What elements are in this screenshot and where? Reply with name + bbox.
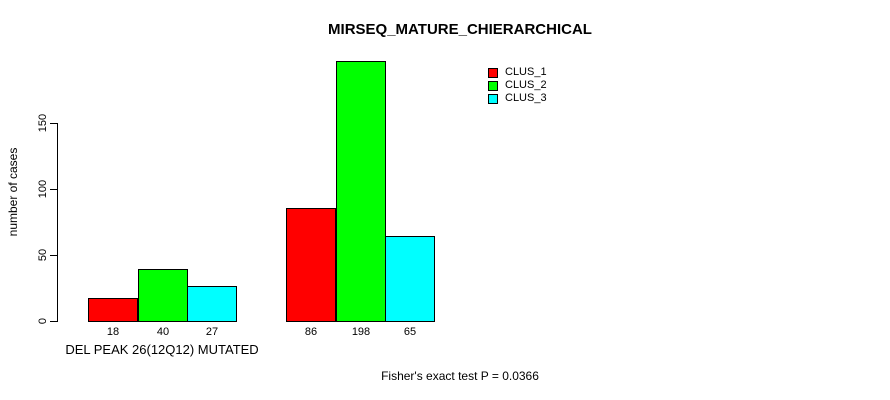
y-axis-tick	[50, 123, 57, 124]
bar-clus_1	[286, 208, 336, 322]
legend-label: CLUS_1	[505, 66, 547, 78]
bar-value-label: 198	[351, 326, 371, 338]
y-axis-tick	[50, 189, 57, 190]
legend-row: CLUS_3	[488, 92, 547, 105]
y-axis-tick-label: 0	[37, 317, 49, 325]
bar-clus_3	[187, 286, 237, 322]
bar-value-label: 40	[156, 326, 170, 338]
y-axis-line	[57, 123, 58, 322]
y-axis-tick	[50, 321, 57, 322]
bar-clus_3	[385, 236, 435, 322]
legend: CLUS_1 CLUS_2 CLUS_3	[488, 66, 547, 105]
bar-value-label: 65	[403, 326, 417, 338]
annotation-fisher-test: Fisher's exact test P = 0.0366	[381, 369, 539, 383]
y-axis-tick-label: 100	[37, 179, 49, 199]
bar-clus_2	[336, 61, 386, 322]
legend-swatch-clus_3	[488, 93, 498, 104]
legend-row: CLUS_1	[488, 66, 547, 79]
legend-label: CLUS_3	[505, 92, 547, 104]
bar-clus_2	[138, 269, 188, 322]
legend-row: CLUS_2	[488, 79, 547, 92]
y-axis-title: number of cases	[6, 147, 20, 237]
bar-value-label: 86	[304, 326, 318, 338]
legend-swatch-clus_1	[488, 67, 498, 78]
bar-value-label: 27	[205, 326, 219, 338]
x-axis-group-label: DEL PEAK 26(12Q12) MUTATED	[65, 342, 259, 357]
bar-clus_1	[88, 298, 138, 322]
legend-label: CLUS_2	[505, 79, 547, 91]
y-axis-tick-label: 150	[37, 113, 49, 133]
bar-value-label: 18	[106, 326, 120, 338]
y-axis-tick-label: 50	[37, 248, 49, 262]
chart-title: MIRSEQ_MATURE_CHIERARCHICAL	[328, 21, 592, 38]
y-axis-tick	[50, 255, 57, 256]
legend-swatch-clus_2	[488, 80, 498, 91]
